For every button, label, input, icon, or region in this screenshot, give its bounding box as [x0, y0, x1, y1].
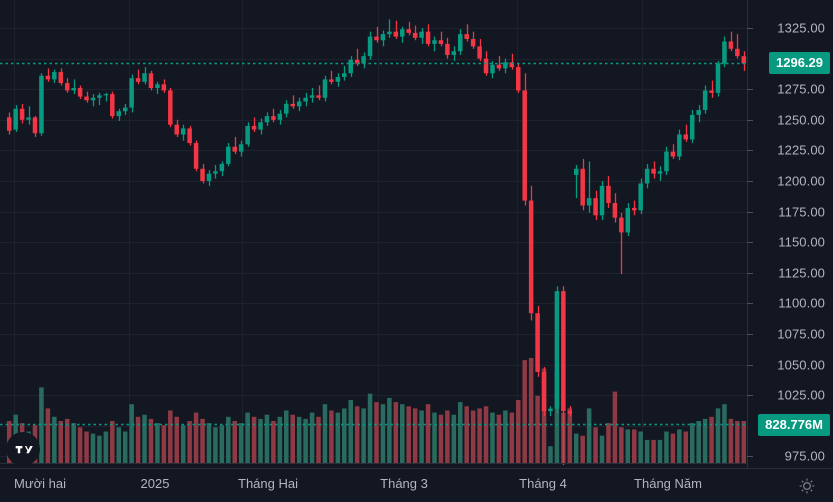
time-axis-tick: 2025	[140, 476, 170, 491]
time-axis-tick: Tháng Hai	[238, 476, 298, 491]
volume-value-badge[interactable]: 828.776M	[758, 414, 830, 436]
time-axis-tick: Tháng Năm	[634, 476, 702, 491]
time-axis-tick: Mười hai	[14, 476, 66, 491]
price-axis-tick: 1025.00	[777, 387, 825, 403]
price-axis-tick: 1200.00	[777, 173, 825, 189]
price-axis-tick: 1050.00	[777, 357, 825, 373]
price-axis-tick: 1125.00	[778, 265, 825, 281]
price-axis-tick: 1150.00	[778, 234, 825, 250]
price-axis-tick: 975.00	[784, 448, 825, 464]
last-price-badge[interactable]: 1296.29	[769, 52, 830, 75]
time-axis-tick: Tháng 3	[380, 476, 428, 491]
gear-icon[interactable]	[797, 476, 817, 496]
tradingview-logo-icon[interactable]	[6, 432, 40, 466]
price-axis-tick: 1325.00	[777, 20, 825, 36]
price-axis-tick: 1075.00	[777, 326, 825, 342]
time-axis-tick: Tháng 4	[519, 476, 567, 491]
time-axis[interactable]: Mười hai 2025 Tháng Hai Tháng 3 Tháng 4 Tháng…	[0, 468, 833, 502]
price-axis-tick: 1250.00	[777, 112, 825, 128]
price-axis-tick: 1225.00	[777, 142, 825, 158]
price-axis-tick: 1275.00	[777, 81, 825, 97]
price-axis-tick: 1100.00	[778, 295, 825, 311]
price-axis-tick: 1175.00	[778, 204, 825, 220]
price-axis[interactable]: 1325.00 1275.00 1250.00 1225.00 1200.00 1175.…	[747, 0, 833, 468]
